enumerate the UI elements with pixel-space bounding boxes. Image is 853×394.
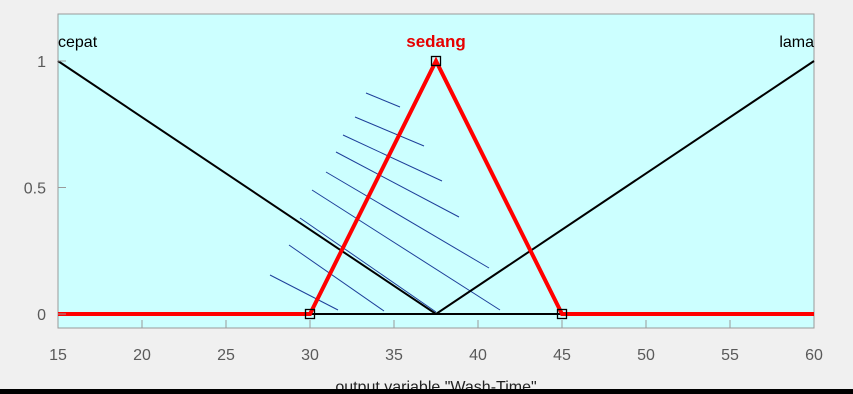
x-tick-label: 15	[49, 347, 67, 364]
y-tick-label: 1	[37, 54, 46, 71]
hatch-line	[325, 171, 490, 269]
hatch-line	[354, 116, 425, 147]
x-tick-label: 50	[637, 347, 655, 364]
x-tick-label: 30	[301, 347, 319, 364]
mf-label-sedang: sedang	[406, 32, 466, 51]
vertex-marker[interactable]	[556, 308, 568, 320]
vertex-marker[interactable]	[304, 308, 316, 320]
hatch-line	[335, 151, 460, 218]
axes-group: 15 20 25 30 35 40 45 50 55 60 0 0.5 1	[24, 54, 823, 364]
hatch-line	[269, 274, 339, 311]
hatch-line	[288, 244, 385, 312]
mf-label-cepat: cepat	[58, 34, 98, 51]
series-line-sedang[interactable]	[58, 56, 814, 316]
vertex-marker[interactable]	[430, 55, 442, 67]
plot-area[interactable]	[57, 13, 815, 329]
x-tick-label: 55	[721, 347, 739, 364]
mf-label-lama: lama	[779, 34, 814, 51]
bottom-border	[0, 389, 853, 394]
y-tick-label: 0	[37, 307, 46, 324]
x-tick-label: 60	[805, 347, 823, 364]
x-tick-label: 40	[469, 347, 487, 364]
series-group	[57, 56, 815, 316]
x-tick-label: 20	[133, 347, 151, 364]
vertex-markers	[304, 55, 568, 320]
x-tick-label: 45	[553, 347, 571, 364]
hatch-line	[342, 134, 443, 182]
hatch-line	[311, 189, 501, 311]
y-tick-label: 0.5	[24, 181, 46, 198]
x-tick-label: 35	[385, 347, 403, 364]
hatch-lines	[269, 92, 501, 313]
x-tick-label: 25	[217, 347, 235, 364]
hatch-line	[365, 92, 401, 108]
hatch-line	[299, 217, 437, 313]
mf-labels: cepat sedang lama	[58, 32, 814, 51]
